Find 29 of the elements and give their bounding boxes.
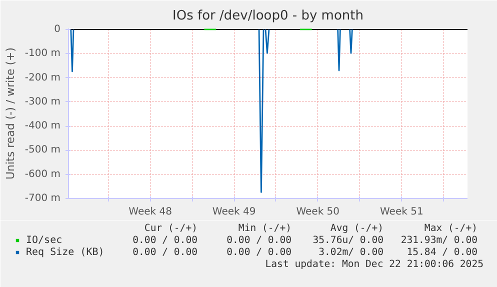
text: 0.00 / 0.00: [132, 247, 198, 258]
text: Last update: Mon Dec 22 21:00:06 2025: [265, 259, 484, 270]
text: 0.00 / 0.00: [132, 235, 198, 246]
legend-label: IO/sec: [26, 234, 62, 246]
y-tick-label: -200 m: [24, 72, 61, 84]
y-axis-title: Units read (-) / write (+): [4, 47, 17, 180]
text: 15.84 / 0.00: [406, 247, 478, 258]
x-tick-label: Week 51: [380, 206, 424, 218]
y-tick-label: -600 m: [24, 168, 61, 180]
y-tick-label: -500 m: [24, 144, 61, 156]
text: Avg (-/+): [330, 223, 384, 234]
y-tick-label: -700 m: [24, 193, 61, 204]
x-tick-label: Week 48: [128, 206, 172, 218]
text: 231.93m/ 0.00: [400, 235, 478, 246]
x-tick-label: Week 50: [296, 206, 340, 218]
x-tick-label: Week 49: [212, 206, 256, 218]
legend-label: Req Size (KB): [26, 246, 104, 258]
text: Max (-/+): [424, 223, 478, 234]
text: Min (-/+): [238, 223, 292, 234]
text: 35.76u/ 0.00: [312, 235, 384, 246]
y-tick-label: -100 m: [24, 48, 61, 60]
text: Cur (-/+): [144, 223, 198, 234]
text: 3.02m/ 0.00: [318, 247, 384, 258]
text: 0.00 / 0.00: [226, 235, 292, 246]
text: 0.00 / 0.00: [226, 247, 292, 258]
y-tick-label: 0: [54, 24, 61, 35]
y-tick-label: -300 m: [24, 96, 61, 108]
y-tick-label: -400 m: [24, 120, 61, 132]
chart-title: IOs for /dev/loop0 - by month: [172, 8, 364, 24]
